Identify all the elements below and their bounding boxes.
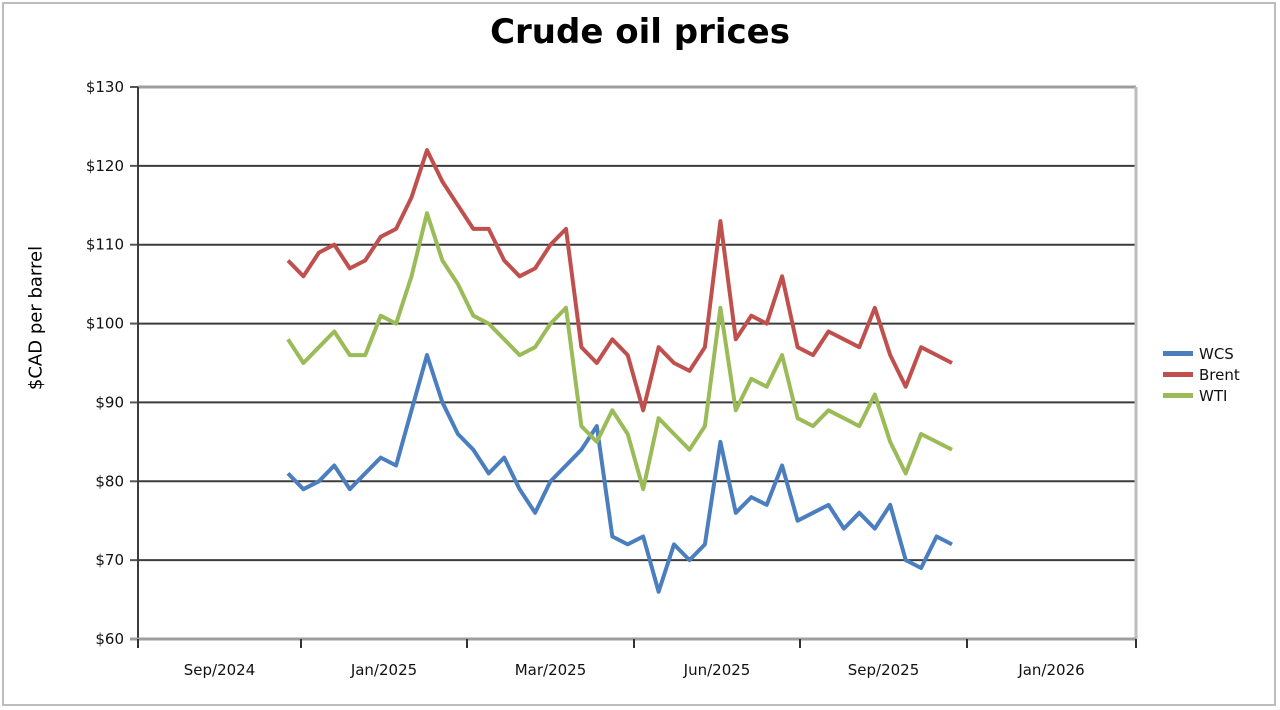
series-line-wti — [286, 211, 953, 492]
y-tick-label: $80 — [95, 472, 124, 490]
legend-label: WCS — [1199, 344, 1234, 363]
y-tick-label: $120 — [86, 157, 124, 175]
legend-item-brent: Brent — [1163, 364, 1240, 385]
x-tick-label: Sep/2024 — [184, 661, 256, 679]
series-line-wcs — [286, 353, 953, 594]
chart-title: Crude oil prices — [490, 12, 790, 52]
legend-label: Brent — [1199, 365, 1240, 384]
series-line-brent — [286, 148, 953, 413]
y-tick-label: $60 — [95, 630, 124, 648]
y-tick-label: $130 — [86, 78, 124, 96]
x-tick-label: Jan/2025 — [350, 661, 417, 679]
legend-item-wcs: WCS — [1163, 343, 1240, 364]
y-tick-label: $100 — [86, 315, 124, 333]
x-tick-label: Mar/2025 — [515, 661, 587, 679]
legend-swatch-brent — [1163, 372, 1193, 377]
y-tick-label: $70 — [95, 551, 124, 569]
y-tick-label: $90 — [95, 393, 124, 411]
x-tick-label: Sep/2025 — [848, 661, 920, 679]
x-tick-label: Jan/2026 — [1017, 661, 1084, 679]
y-tick-label: $110 — [86, 236, 124, 254]
legend-swatch-wti — [1163, 393, 1193, 398]
legend-item-wti: WTI — [1163, 385, 1240, 406]
x-tick-label: Jun/2025 — [683, 661, 751, 679]
legend-swatch-wcs — [1163, 351, 1193, 356]
legend: WCS Brent WTI — [1163, 343, 1240, 406]
legend-label: WTI — [1199, 386, 1228, 405]
